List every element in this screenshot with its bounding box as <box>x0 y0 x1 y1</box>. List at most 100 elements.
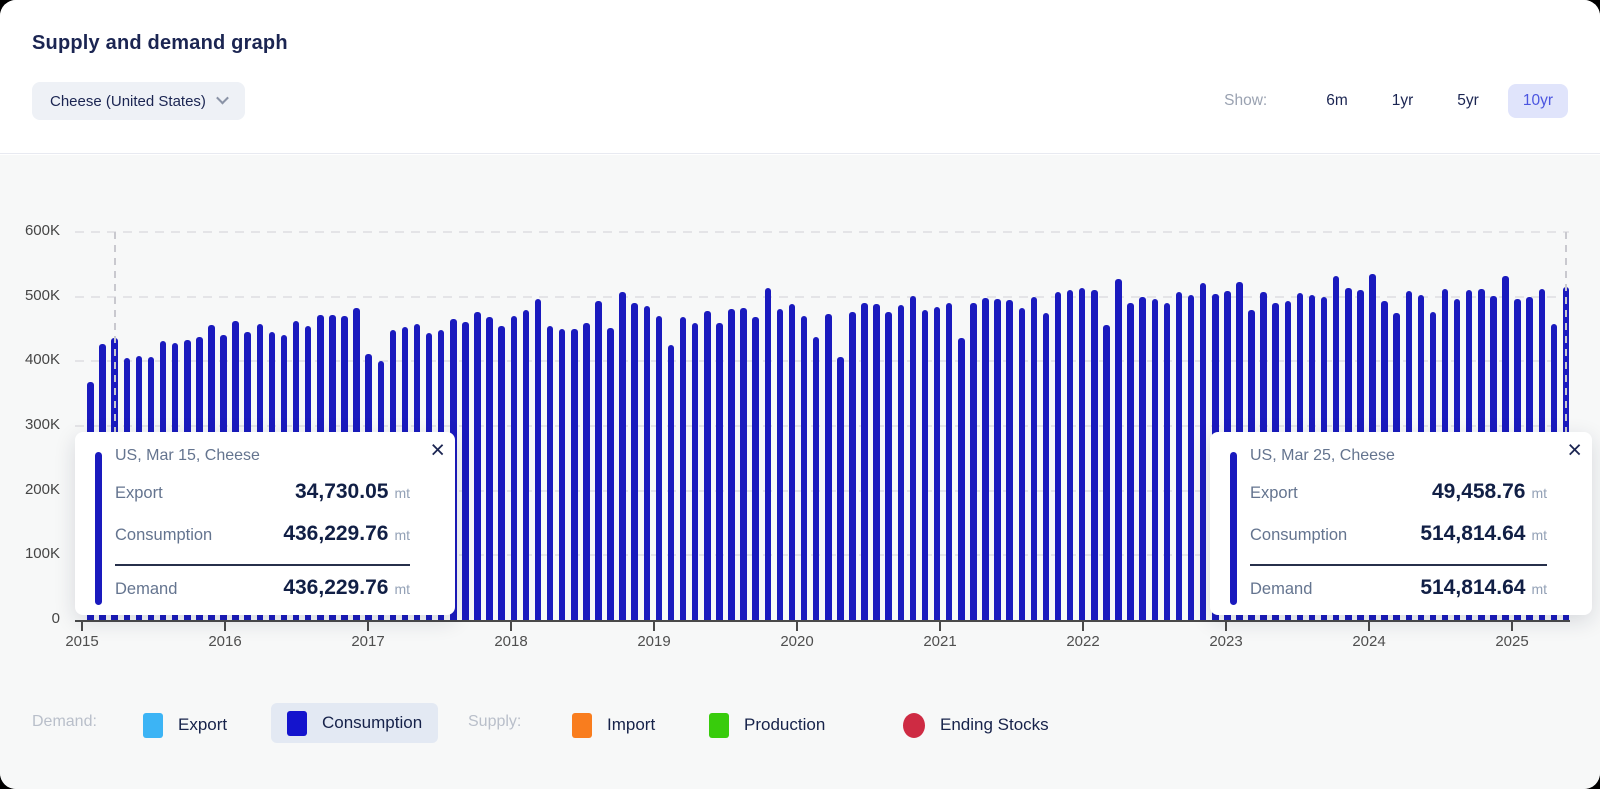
consumption-bar[interactable] <box>1006 299 1013 620</box>
tooltip-divider <box>115 564 410 566</box>
consumption-bar[interactable] <box>849 312 856 620</box>
x-axis-tick <box>1082 622 1084 631</box>
tooltip-title: US, Mar 15, Cheese <box>115 447 260 464</box>
consumption-bar[interactable] <box>1163 302 1171 620</box>
consumption-bar[interactable] <box>704 310 711 620</box>
consumption-bar[interactable] <box>1078 288 1086 620</box>
consumption-bar[interactable] <box>945 302 953 620</box>
ending-stocks-swatch-icon <box>903 712 925 738</box>
tooltip-accent-bar <box>1230 452 1237 605</box>
gridline <box>75 360 1569 363</box>
consumption-bar[interactable] <box>1030 296 1038 620</box>
import-swatch-icon <box>572 712 592 738</box>
x-axis-tick <box>81 622 83 631</box>
show-option-10yr[interactable]: 10yr <box>1507 84 1568 118</box>
gridline <box>75 425 1569 427</box>
chart-legend: Demand: Export Consumption Supply: Impor… <box>0 703 1600 747</box>
consumption-bar[interactable] <box>655 316 663 620</box>
consumption-bar[interactable] <box>788 304 796 620</box>
legend-item-export[interactable]: Export <box>143 707 227 743</box>
consumption-bar[interactable] <box>825 314 832 620</box>
consumption-bar[interactable] <box>679 317 687 620</box>
x-axis-label: 2020 <box>780 633 814 650</box>
consumption-bar[interactable] <box>522 309 530 620</box>
show-option-1yr[interactable]: 1yr <box>1377 84 1429 118</box>
tooltip-row-export: Export 49,458.76 mt <box>1250 480 1547 503</box>
consumption-bar[interactable] <box>921 310 929 620</box>
consumption-bar[interactable] <box>1042 313 1050 620</box>
consumption-bar[interactable] <box>897 305 905 620</box>
consumption-bar[interactable] <box>1115 279 1122 620</box>
consumption-bar[interactable] <box>764 288 772 620</box>
consumption-bar[interactable] <box>1091 290 1098 620</box>
legend-item-ending-stocks[interactable]: Ending Stocks <box>903 707 1049 743</box>
commodity-dropdown-value: Cheese (United States) <box>50 92 206 110</box>
legend-item-production[interactable]: Production <box>709 707 825 743</box>
consumption-bar[interactable] <box>933 307 941 620</box>
legend-item-consumption[interactable]: Consumption <box>271 703 439 743</box>
consumption-bar[interactable] <box>619 291 626 620</box>
consumption-bar[interactable] <box>994 299 1001 620</box>
consumption-bar[interactable] <box>1187 295 1195 620</box>
consumption-bar[interactable] <box>607 328 614 620</box>
show-option-6m[interactable]: 6m <box>1311 84 1363 118</box>
consumption-bar[interactable] <box>740 308 747 620</box>
legend-item-import[interactable]: Import <box>572 707 655 743</box>
consumption-bar[interactable] <box>486 317 493 620</box>
consumption-bar[interactable] <box>474 312 481 620</box>
consumption-bar[interactable] <box>510 316 518 620</box>
consumption-bar[interactable] <box>1054 292 1062 620</box>
chevron-down-icon <box>216 91 229 104</box>
consumption-bar[interactable] <box>667 344 675 620</box>
consumption-bar[interactable] <box>631 303 638 620</box>
consumption-swatch-icon <box>287 710 307 736</box>
consumption-bar[interactable] <box>909 296 917 620</box>
consumption-bar[interactable] <box>643 306 651 620</box>
gridline <box>75 231 1569 233</box>
consumption-bar[interactable] <box>558 329 566 620</box>
consumption-bar[interactable] <box>462 321 469 620</box>
consumption-bar[interactable] <box>595 301 602 620</box>
consumption-bar[interactable] <box>571 329 578 620</box>
consumption-bar[interactable] <box>1175 292 1183 620</box>
gridline <box>75 489 1569 492</box>
tooltip-anchor-line <box>1565 232 1567 432</box>
y-axis-label: 600K <box>24 222 60 239</box>
x-axis-label: 2023 <box>1209 633 1243 650</box>
consumption-bar[interactable] <box>1151 299 1159 620</box>
commodity-dropdown[interactable]: Cheese (United States) <box>32 82 245 120</box>
consumption-bar[interactable] <box>1199 283 1207 620</box>
consumption-bar[interactable] <box>546 325 554 620</box>
consumption-bar[interactable] <box>958 338 965 620</box>
consumption-bar[interactable] <box>873 304 880 620</box>
consumption-bar[interactable] <box>1139 297 1146 620</box>
consumption-bar[interactable] <box>1127 302 1134 620</box>
consumption-bar[interactable] <box>1066 290 1074 620</box>
consumption-bar[interactable] <box>1018 308 1025 620</box>
consumption-bar[interactable] <box>861 303 868 620</box>
consumption-bar[interactable] <box>716 322 723 620</box>
close-icon[interactable]: × <box>1567 434 1582 467</box>
consumption-bar[interactable] <box>498 325 505 620</box>
x-axis-label: 2021 <box>923 633 957 650</box>
close-icon[interactable]: × <box>430 434 445 467</box>
consumption-bar[interactable] <box>982 297 989 620</box>
consumption-bar[interactable] <box>837 357 844 620</box>
consumption-bar[interactable] <box>885 312 892 620</box>
consumption-bar[interactable] <box>1103 325 1110 620</box>
consumption-bar[interactable] <box>812 337 820 620</box>
x-axis-label: 2017 <box>351 633 385 650</box>
consumption-bar[interactable] <box>970 303 977 620</box>
consumption-bar[interactable] <box>728 308 735 620</box>
consumption-bar[interactable] <box>752 317 759 620</box>
show-option-5yr[interactable]: 5yr <box>1442 84 1494 118</box>
consumption-bar[interactable] <box>691 323 699 620</box>
x-axis-label: 2016 <box>208 633 242 650</box>
tooltip-accent-bar <box>95 452 102 605</box>
consumption-bar[interactable] <box>583 322 590 620</box>
consumption-bar[interactable] <box>534 299 542 620</box>
x-axis-label: 2015 <box>65 633 99 650</box>
consumption-bar[interactable] <box>776 308 784 620</box>
tooltip-row-demand: Demand 436,229.76 mt <box>115 576 410 599</box>
consumption-bar[interactable] <box>800 316 808 620</box>
